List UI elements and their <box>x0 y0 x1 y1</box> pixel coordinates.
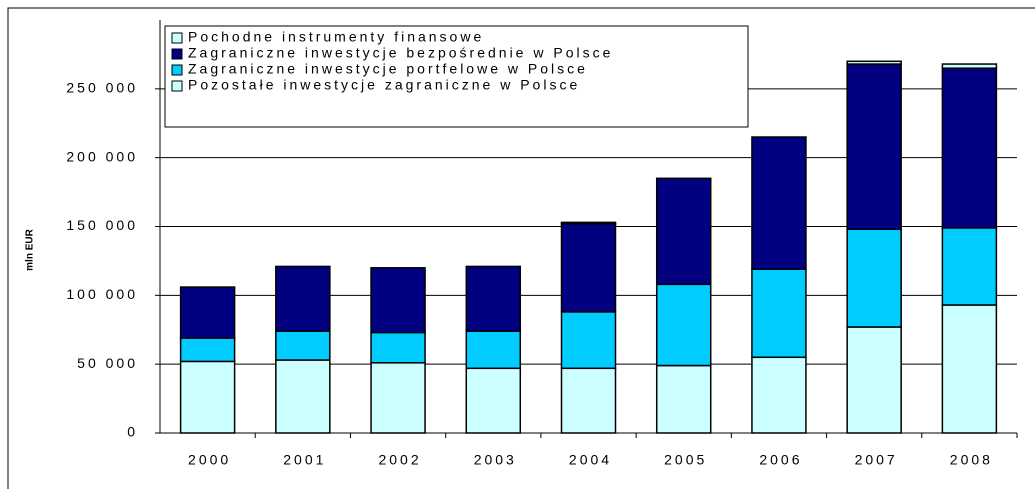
bar-segment <box>465 330 522 370</box>
bar-segment <box>179 286 236 339</box>
legend-label: Pozostałe inwestycje zagraniczne w Polsc… <box>188 77 580 93</box>
legend-label: Zagraniczne inwestycje bezpośrednie w Po… <box>188 45 613 61</box>
bar-segment <box>275 265 331 332</box>
bar-segment <box>560 221 617 225</box>
legend-box <box>164 25 749 128</box>
y-tick-label: 50 000 <box>77 355 138 371</box>
y-tick-label: 0 <box>127 424 138 440</box>
bar-segment <box>370 267 426 334</box>
bar-segment <box>465 265 522 332</box>
legend-label: Pochodne instrumenty finansowe <box>188 29 484 45</box>
x-tick-label: 2001 <box>283 452 326 468</box>
x-tick-label: 2000 <box>188 452 231 468</box>
x-tick-label: 2007 <box>855 452 898 468</box>
x-tick-label: 2004 <box>569 452 612 468</box>
y-tick-label: 250 000 <box>66 80 138 96</box>
x-tick-label: 2002 <box>378 452 421 468</box>
y-tick-label: 200 000 <box>66 148 138 164</box>
bar-segment <box>275 330 331 361</box>
bar-segment <box>560 367 617 434</box>
bar-segment <box>655 283 712 367</box>
legend-swatch <box>171 48 183 60</box>
legend-label: Zagraniczne inwestycje portfelowe w Pols… <box>188 61 588 77</box>
bar-segment <box>846 228 902 328</box>
bar-segment <box>846 60 902 65</box>
bar-segment <box>465 367 522 434</box>
y-tick-label: 100 000 <box>66 286 138 302</box>
legend-swatch <box>171 32 183 44</box>
bar-segment <box>370 331 426 364</box>
legend-swatch <box>171 80 183 92</box>
bar-segment <box>941 67 998 229</box>
y-axis-label: mln EUR <box>25 228 36 270</box>
bar-segment <box>655 364 712 434</box>
bar-segment <box>179 360 236 434</box>
bar-segment <box>560 222 617 313</box>
bar-segment <box>941 227 998 306</box>
bar-segment <box>560 311 617 370</box>
legend-swatch <box>171 64 183 76</box>
bar-segment <box>275 359 331 434</box>
bar-segment <box>846 326 902 434</box>
bar-segment <box>751 356 807 434</box>
bar-segment <box>846 63 902 231</box>
x-tick-label: 2008 <box>950 452 993 468</box>
bar-segment <box>655 177 712 286</box>
bar-segment <box>370 362 426 434</box>
bar-segment <box>941 304 998 434</box>
bar-segment <box>751 136 807 270</box>
y-tick-label: 150 000 <box>66 217 138 233</box>
x-tick-label: 2006 <box>759 452 802 468</box>
bar-segment <box>179 337 236 363</box>
x-tick-label: 2005 <box>664 452 707 468</box>
x-tick-label: 2003 <box>474 452 517 468</box>
bar-segment <box>941 63 998 69</box>
bar-segment <box>751 268 807 359</box>
frame <box>7 7 1035 489</box>
